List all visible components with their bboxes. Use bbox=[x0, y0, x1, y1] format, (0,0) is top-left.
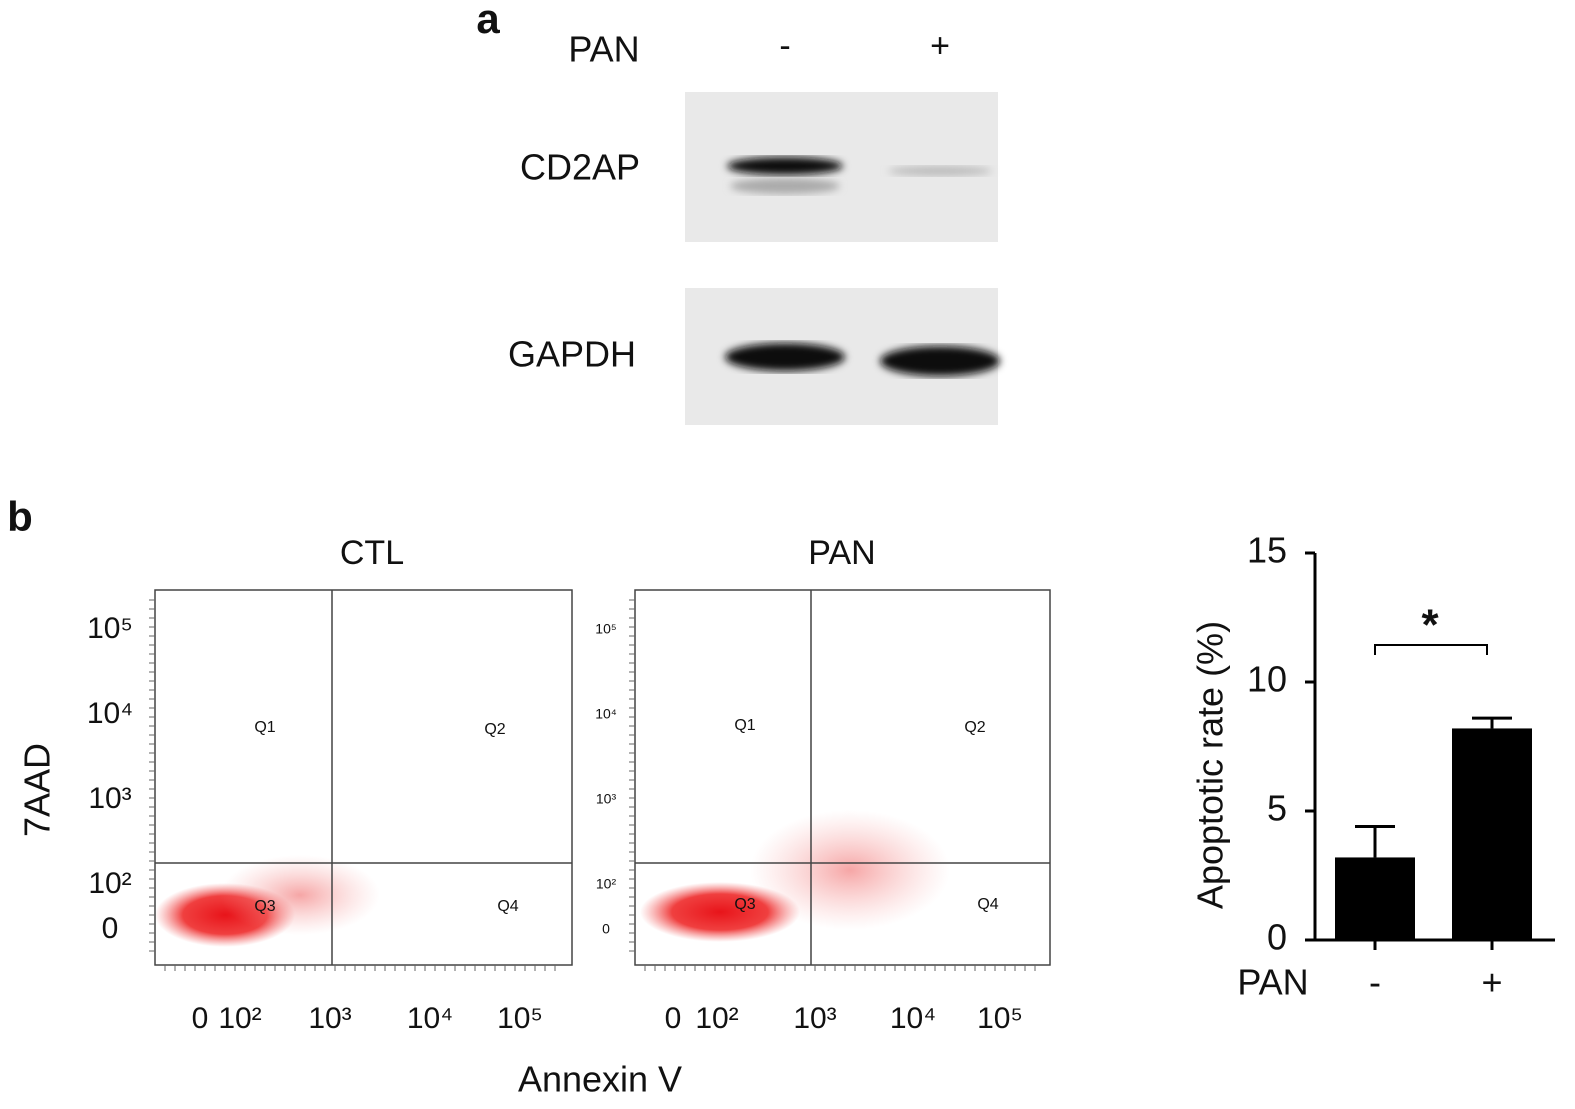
y-tick-label: 10² bbox=[596, 876, 617, 892]
quadrant-label: Q1 bbox=[734, 717, 755, 734]
treatment-label: PAN bbox=[568, 29, 639, 70]
x-tick-label: 10² bbox=[218, 1002, 261, 1035]
y-tick-label: 10² bbox=[88, 867, 131, 900]
blot-band bbox=[725, 343, 845, 371]
x-tick-label: 10⁴ bbox=[407, 1002, 453, 1035]
x-tick-label: 0 bbox=[665, 1002, 682, 1035]
lane-label: + bbox=[930, 27, 950, 65]
x-tick-label: - bbox=[1369, 962, 1381, 1003]
y-axis-label: Apoptotic rate (%) bbox=[1190, 621, 1231, 909]
y-tick-label: 10⁴ bbox=[595, 706, 617, 722]
blot-band bbox=[888, 166, 992, 176]
y-tick-label: 10³ bbox=[88, 782, 131, 815]
event-cloud bbox=[220, 855, 380, 935]
event-cloud bbox=[640, 882, 800, 942]
x-tick-label: 10³ bbox=[308, 1002, 351, 1035]
panel-label: a bbox=[476, 0, 500, 42]
plot-frame bbox=[634, 589, 1051, 966]
x-tick-label: 10² bbox=[695, 1002, 738, 1035]
quadrant-label: Q1 bbox=[254, 719, 275, 736]
x-tick-label: 10⁵ bbox=[497, 1002, 543, 1035]
event-cloud bbox=[750, 810, 950, 930]
y-tick-label: 0 bbox=[602, 921, 610, 937]
blot-band bbox=[727, 157, 843, 175]
significance-label: * bbox=[1421, 601, 1439, 650]
x-axis-label: Annexin V bbox=[518, 1059, 682, 1100]
y-tick-label: 10⁴ bbox=[87, 697, 133, 730]
bar bbox=[1452, 728, 1532, 940]
x-tick-label: 10³ bbox=[793, 1002, 836, 1035]
x-tick-label: + bbox=[1481, 962, 1502, 1003]
y-tick-label: 5 bbox=[1267, 788, 1287, 829]
lane-label: - bbox=[779, 27, 790, 65]
protein-label: GAPDH bbox=[508, 334, 636, 375]
bar bbox=[1335, 857, 1415, 940]
quadrant-label: Q4 bbox=[977, 896, 998, 913]
y-tick-label: 15 bbox=[1247, 530, 1287, 571]
x-tick-label: 10⁵ bbox=[977, 1002, 1023, 1035]
x-tick-label: 10⁴ bbox=[890, 1002, 936, 1035]
y-tick-label: 10 bbox=[1247, 659, 1287, 700]
quadrant-label: Q4 bbox=[497, 898, 518, 915]
y-tick-label: 0 bbox=[102, 912, 119, 945]
blot-band bbox=[730, 178, 840, 194]
x-tick-label: 0 bbox=[192, 1002, 209, 1035]
plot-title: CTL bbox=[340, 534, 404, 572]
quadrant-label: Q3 bbox=[254, 898, 275, 915]
y-tick-label: 10⁵ bbox=[595, 621, 616, 637]
x-axis-label: PAN bbox=[1237, 962, 1308, 1003]
quadrant-label: Q2 bbox=[484, 721, 505, 738]
significance-bracket bbox=[1374, 644, 1488, 655]
y-tick-label: 0 bbox=[1267, 917, 1287, 958]
y-tick-label: 10³ bbox=[596, 791, 617, 807]
protein-label: CD2AP bbox=[520, 147, 640, 188]
panel-label: b bbox=[7, 493, 33, 540]
plot-frame bbox=[154, 589, 573, 966]
y-tick-label: 10⁵ bbox=[87, 612, 133, 645]
blot-band bbox=[880, 346, 1000, 376]
quadrant-label: Q3 bbox=[734, 896, 755, 913]
y-axis-label: 7AAD bbox=[17, 743, 58, 837]
quadrant-label: Q2 bbox=[964, 719, 985, 736]
plot-title: PAN bbox=[808, 534, 875, 572]
